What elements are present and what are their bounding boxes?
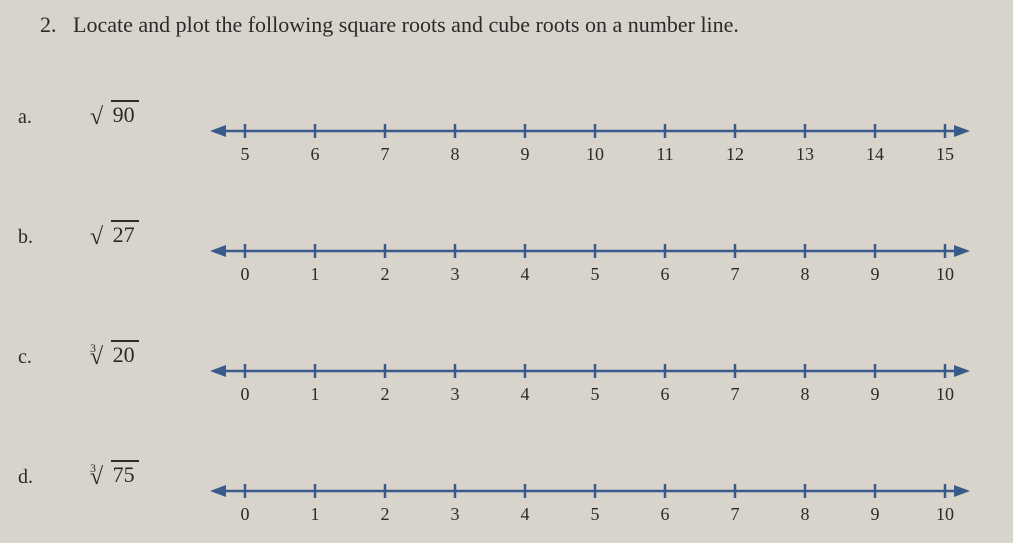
tick-label: 0	[230, 384, 260, 405]
tick-label: 7	[370, 144, 400, 165]
tick-label: 8	[790, 264, 820, 285]
tick-label: 1	[300, 384, 330, 405]
tick-label: 5	[580, 504, 610, 525]
tick-label: 1	[300, 264, 330, 285]
tick-label: 6	[650, 384, 680, 405]
instruction-text: Locate and plot the following square roo…	[73, 12, 739, 37]
tick-label: 9	[860, 384, 890, 405]
tick-label: 9	[510, 144, 540, 165]
tick-label: 5	[230, 144, 260, 165]
problem-row-a: a. 90 5 6 7 8 9 10 11 12 13 14 15	[0, 86, 1013, 176]
tick-label: 8	[440, 144, 470, 165]
tick-label: 2	[370, 264, 400, 285]
tick-label: 3	[440, 384, 470, 405]
problem-row-c: c. 3 20 0 1 2 3 4 5 6 7 8 9 10	[0, 326, 1013, 416]
radicand: 90	[111, 100, 139, 128]
tick-label: 2	[370, 384, 400, 405]
tick-label: 6	[650, 504, 680, 525]
problem-row-d: d. 3 75 0 1 2 3 4 5 6 7 8 9 10	[0, 446, 1013, 536]
tick-label: 9	[860, 264, 890, 285]
radicand: 75	[111, 460, 139, 488]
number-line: 0 1 2 3 4 5 6 7 8 9 10	[200, 356, 980, 406]
tick-label: 11	[650, 144, 680, 165]
row-expression: 3 20	[90, 340, 139, 368]
row-letter: c.	[18, 346, 32, 369]
instruction: 2. Locate and plot the following square …	[40, 12, 739, 38]
row-expression: 27	[90, 220, 139, 248]
tick-label: 5	[580, 384, 610, 405]
number-line: 0 1 2 3 4 5 6 7 8 9 10	[200, 476, 980, 526]
tick-label: 7	[720, 504, 750, 525]
row-expression: 3 75	[90, 460, 139, 488]
tick-label: 3	[440, 504, 470, 525]
row-expression: 90	[90, 100, 139, 128]
tick-label: 12	[720, 144, 750, 165]
radical-symbol: 90	[90, 100, 139, 128]
radical-symbol: 20	[90, 340, 139, 368]
tick-label: 2	[370, 504, 400, 525]
tick-label: 4	[510, 384, 540, 405]
tick-label: 0	[230, 264, 260, 285]
number-line: 0 1 2 3 4 5 6 7 8 9 10	[200, 236, 980, 286]
tick-label: 10	[930, 264, 960, 285]
tick-label: 7	[720, 384, 750, 405]
row-letter: d.	[18, 466, 33, 489]
number-line: 5 6 7 8 9 10 11 12 13 14 15	[200, 116, 980, 166]
tick-label: 9	[860, 504, 890, 525]
row-letter: a.	[18, 106, 32, 129]
tick-label: 13	[790, 144, 820, 165]
tick-label: 3	[440, 264, 470, 285]
tick-label: 10	[930, 384, 960, 405]
tick-label: 4	[510, 264, 540, 285]
tick-label: 6	[300, 144, 330, 165]
row-letter: b.	[18, 226, 33, 249]
radical-symbol: 75	[90, 460, 139, 488]
tick-label: 6	[650, 264, 680, 285]
tick-label: 8	[790, 504, 820, 525]
tick-label: 7	[720, 264, 750, 285]
worksheet-page: 2. Locate and plot the following square …	[0, 0, 1013, 543]
tick-label: 15	[930, 144, 960, 165]
radical-symbol: 27	[90, 220, 139, 248]
radicand: 27	[111, 220, 139, 248]
tick-label: 4	[510, 504, 540, 525]
problem-number: 2.	[40, 12, 57, 37]
tick-label: 5	[580, 264, 610, 285]
tick-label: 10	[930, 504, 960, 525]
problem-row-b: b. 27 0 1 2 3 4 5 6 7 8 9 10	[0, 206, 1013, 296]
tick-label: 10	[580, 144, 610, 165]
tick-label: 14	[860, 144, 890, 165]
tick-label: 1	[300, 504, 330, 525]
tick-label: 8	[790, 384, 820, 405]
radicand: 20	[111, 340, 139, 368]
tick-label: 0	[230, 504, 260, 525]
